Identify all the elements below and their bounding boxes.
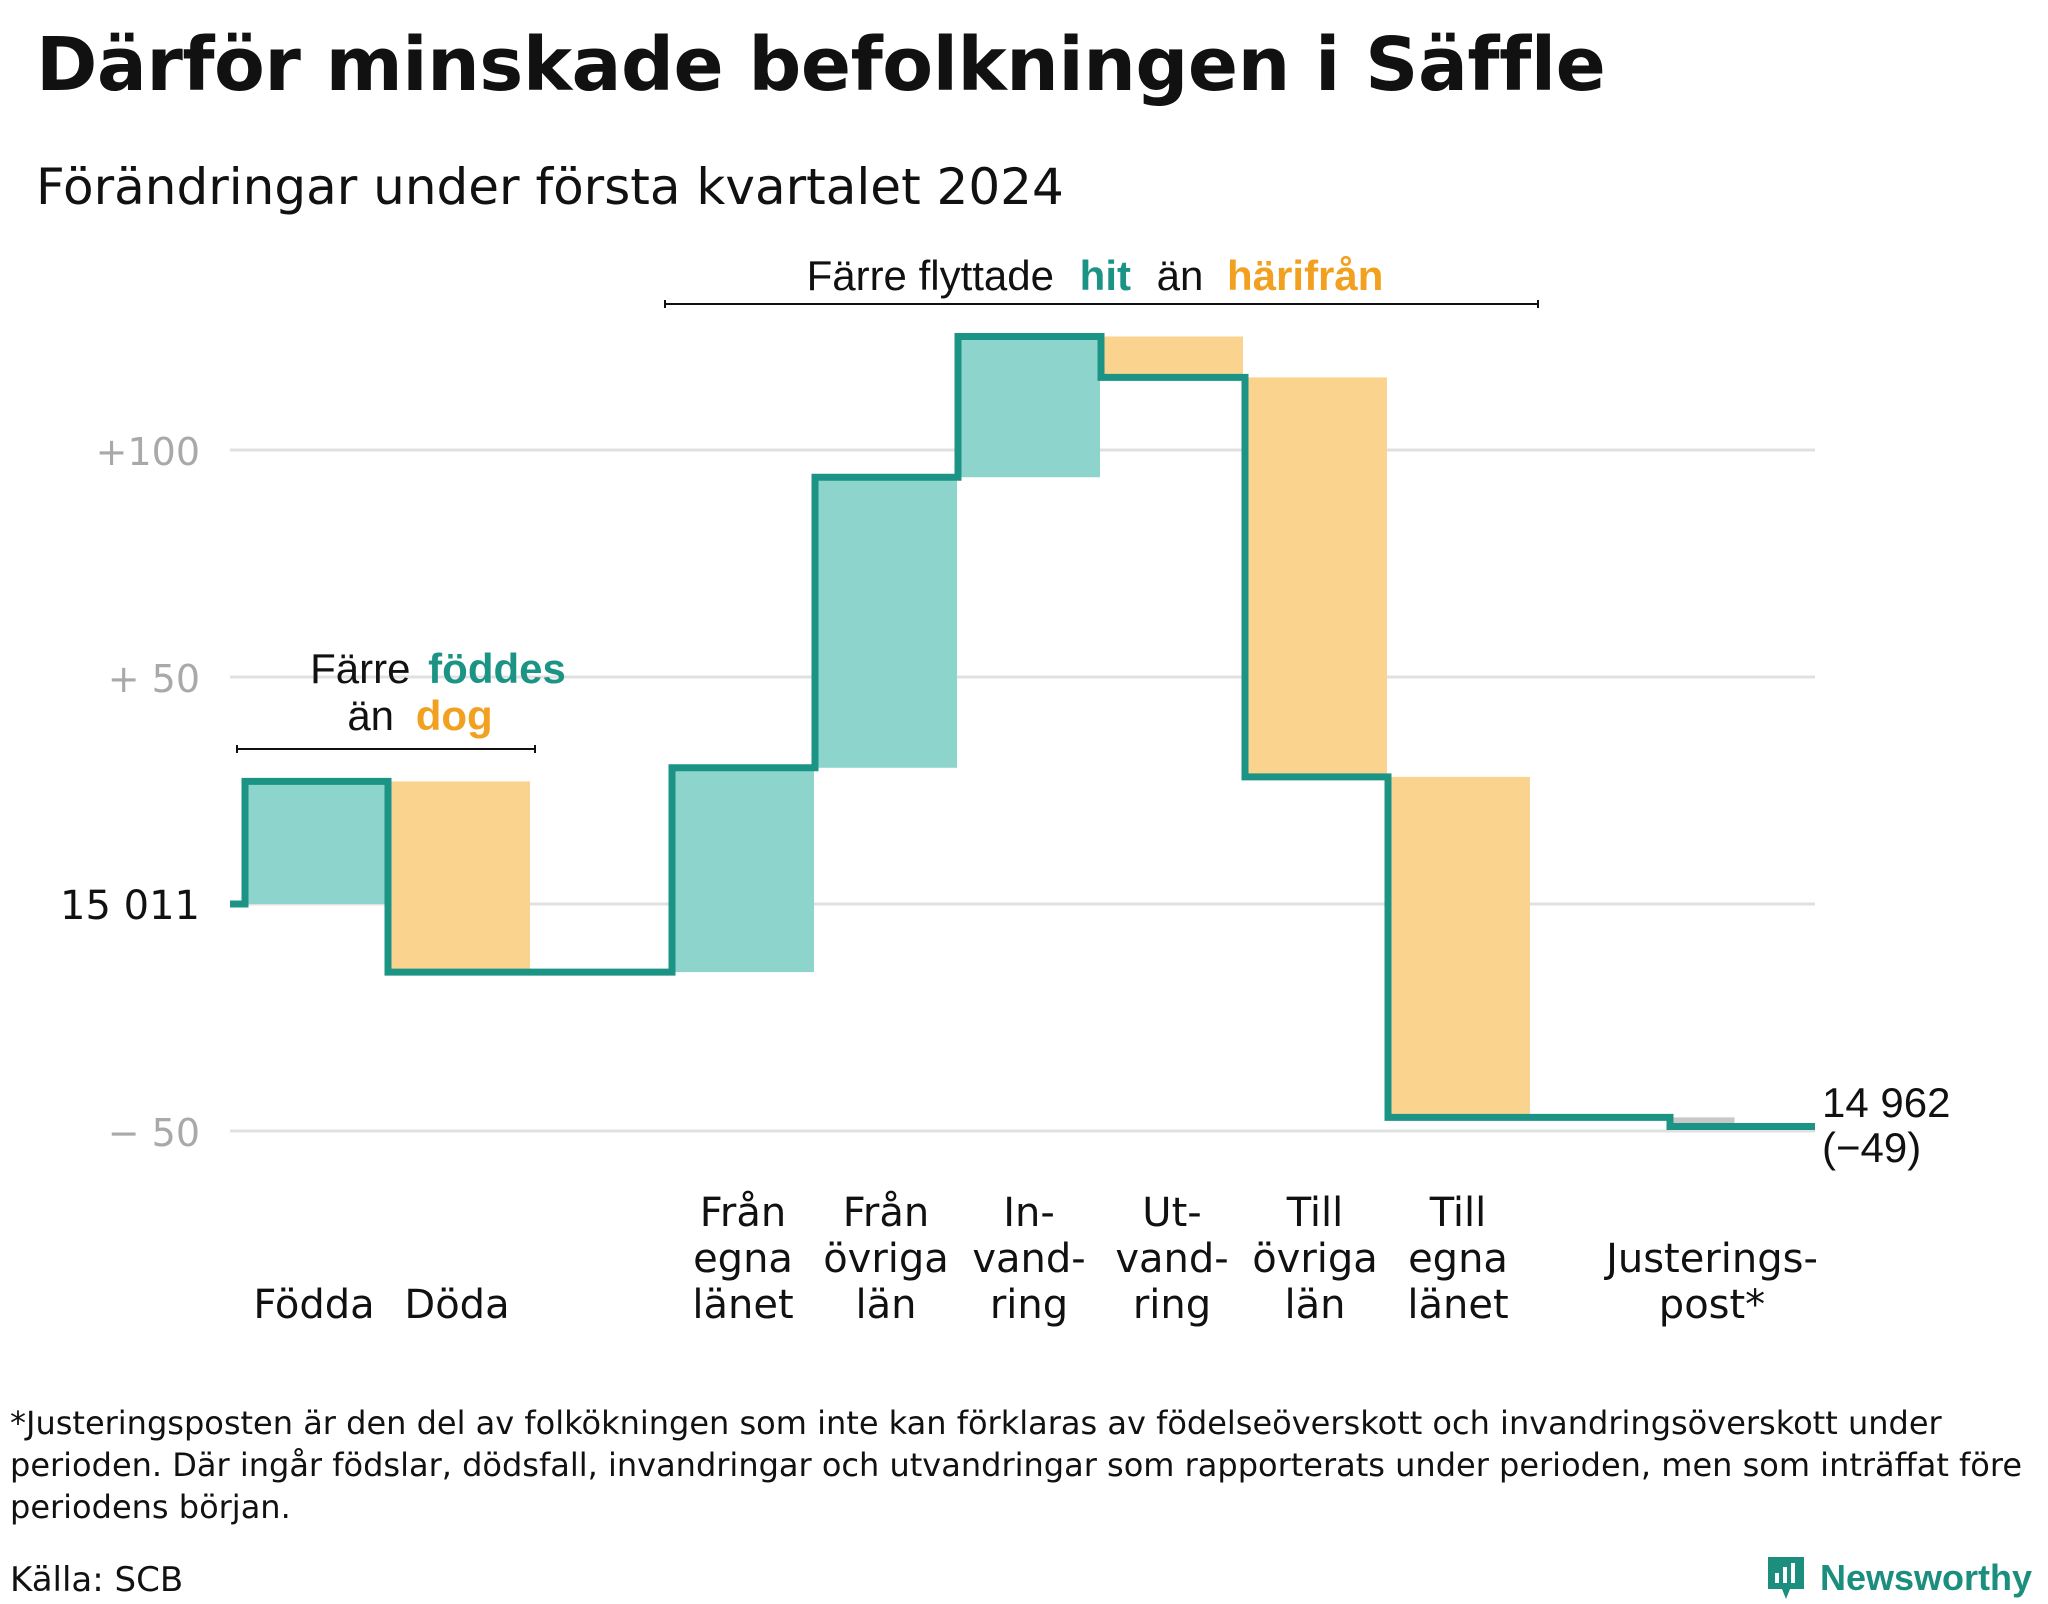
migration-annotation-prefix: Färre flyttade [807, 252, 1054, 299]
migration-annotation-bracket [664, 300, 1539, 308]
category-label-line: Till [1286, 1190, 1344, 1236]
category-label: Från övriga län [823, 1190, 949, 1328]
category-label-line: länet [1407, 1282, 1508, 1328]
end-change-label: (−49) [1822, 1124, 1921, 1171]
newsworthy-logo-text: Newsworthy [1820, 1557, 2033, 1598]
category-label-line: Födda [253, 1282, 374, 1328]
bar [672, 767, 814, 973]
end-label: 14 962 (−49) [1822, 1079, 1950, 1171]
category-label-line: länet [692, 1282, 793, 1328]
chart-title: Därför minskade befolkningen i Säffle [36, 22, 1606, 108]
category-label-line: egna [693, 1236, 793, 1282]
category-label: Till egna länet [1407, 1190, 1508, 1328]
category-label: Till övriga län [1252, 1190, 1378, 1328]
bar [1670, 1117, 1735, 1127]
svg-text:än dog: än dog [347, 692, 492, 739]
category-label-line: In- [1003, 1190, 1055, 1236]
category-label: Döda [404, 1282, 509, 1328]
end-value-label: 14 962 [1822, 1079, 1950, 1126]
category-label-line: Från [843, 1190, 929, 1236]
source-label: Källa: SCB [10, 1560, 184, 1600]
bar [815, 477, 957, 768]
category-label-line: län [1285, 1282, 1346, 1328]
migration-annotation: Färre flyttade hit än härifrån [664, 252, 1539, 308]
category-label-line: Döda [404, 1282, 509, 1328]
category-label: Ut-vand-ring [1115, 1190, 1228, 1328]
svg-text:Färre flyttade hit: Färre flyttade hit än härifrån [807, 252, 1384, 299]
chart-subtitle: Förändringar under första kvartalet 2024 [36, 158, 1064, 216]
footnote: *Justeringsposten är den del av folkökni… [10, 1404, 2023, 1526]
births-annotation-prefix: Färre [310, 645, 410, 692]
y-tick-label: − 50 [108, 1111, 200, 1155]
births-annotation-prefix-2: än [347, 692, 394, 739]
newsworthy-logo-icon [1768, 1557, 1804, 1599]
category-label-line: post* [1659, 1282, 1765, 1328]
y-tick-label: +100 [96, 430, 200, 474]
y-axis-ticks: +100 + 50 15 011 − 50 [60, 430, 200, 1155]
births-annotation: Färre föddes än dog [236, 645, 566, 753]
category-label-line: vand- [972, 1236, 1085, 1282]
category-label: In-vand-ring [972, 1190, 1085, 1328]
births-annotation-highlight-2: dog [416, 692, 493, 739]
bar [1101, 336, 1243, 378]
category-label-line: Ut- [1142, 1190, 1201, 1236]
category-label-line: Till [1429, 1190, 1487, 1236]
bar [245, 781, 387, 904]
category-label-line: Från [700, 1190, 786, 1236]
category-label-line: övriga [823, 1236, 949, 1282]
category-label-line: egna [1408, 1236, 1508, 1282]
running-total-line [230, 333, 1815, 1130]
bar [388, 781, 530, 973]
category-label-line: Justerings- [1603, 1236, 1818, 1282]
bar [958, 336, 1100, 478]
start-value-label: 15 011 [60, 883, 200, 929]
births-annotation-bracket [236, 745, 536, 753]
migration-annotation-hit: hit [1080, 252, 1131, 299]
category-label-line: vand- [1115, 1236, 1228, 1282]
y-tick-label: + 50 [108, 657, 200, 701]
category-label-line: ring [1133, 1282, 1211, 1328]
svg-text:Färre föddes: Färre föddes [310, 645, 566, 692]
category-label-line: övriga [1252, 1236, 1378, 1282]
category-label: Födda [253, 1282, 374, 1328]
category-label-line: ring [990, 1282, 1068, 1328]
category-label: Justerings-post* [1603, 1236, 1818, 1328]
migration-annotation-middle: än [1157, 252, 1204, 299]
migration-annotation-harifran: härifrån [1227, 252, 1383, 299]
category-label: Från egna länet [692, 1190, 793, 1328]
category-label-line: län [856, 1282, 917, 1328]
bars [245, 336, 1735, 1127]
newsworthy-logo: Newsworthy [1766, 1552, 2032, 1604]
bar [1388, 776, 1530, 1118]
births-annotation-highlight: föddes [428, 645, 566, 692]
bar [1245, 377, 1387, 777]
